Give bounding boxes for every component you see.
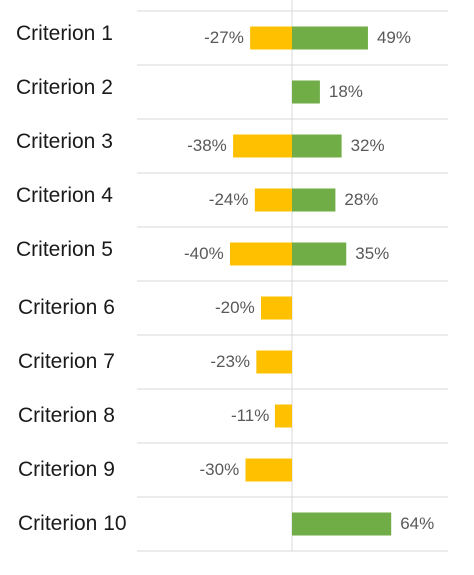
negative-bar (256, 350, 292, 374)
data-label: 32% (350, 136, 385, 155)
negative-bar (230, 242, 292, 266)
category-label: Criterion 2 (16, 76, 113, 99)
data-label: -11% (230, 406, 270, 425)
category-label: Criterion 6 (18, 296, 115, 319)
category-label: Criterion 8 (18, 404, 115, 427)
category-label: Criterion 1 (16, 22, 113, 45)
data-label: -30% (199, 460, 240, 479)
positive-bar (292, 80, 320, 104)
negative-bar (250, 26, 292, 50)
data-label: -23% (210, 352, 251, 371)
category-label: Criterion 10 (18, 512, 127, 535)
data-label: -20% (215, 298, 255, 317)
data-label: -38% (187, 136, 227, 155)
category-label: Criterion 5 (16, 238, 113, 261)
data-label: 28% (344, 190, 379, 209)
category-label: Criterion 4 (16, 184, 113, 207)
data-label: -24% (208, 190, 249, 209)
negative-bar (274, 404, 292, 428)
data-label: -27% (204, 28, 244, 47)
data-label: -40% (184, 244, 224, 263)
negative-bar (245, 458, 292, 482)
category-label: Criterion 3 (16, 130, 113, 153)
data-label: 49% (376, 28, 411, 47)
positive-bar (292, 134, 342, 158)
negative-bar (233, 134, 292, 158)
data-label: 18% (328, 82, 363, 101)
negative-bar (261, 296, 292, 320)
negative-bar (254, 188, 292, 212)
positive-bar (292, 512, 392, 536)
positive-bar (292, 242, 347, 266)
positive-bar (292, 188, 336, 212)
positive-bar (292, 26, 368, 50)
data-label: 35% (355, 244, 390, 263)
data-label: 64% (400, 514, 435, 533)
category-label: Criterion 7 (18, 350, 115, 373)
category-label: Criterion 9 (18, 458, 115, 481)
